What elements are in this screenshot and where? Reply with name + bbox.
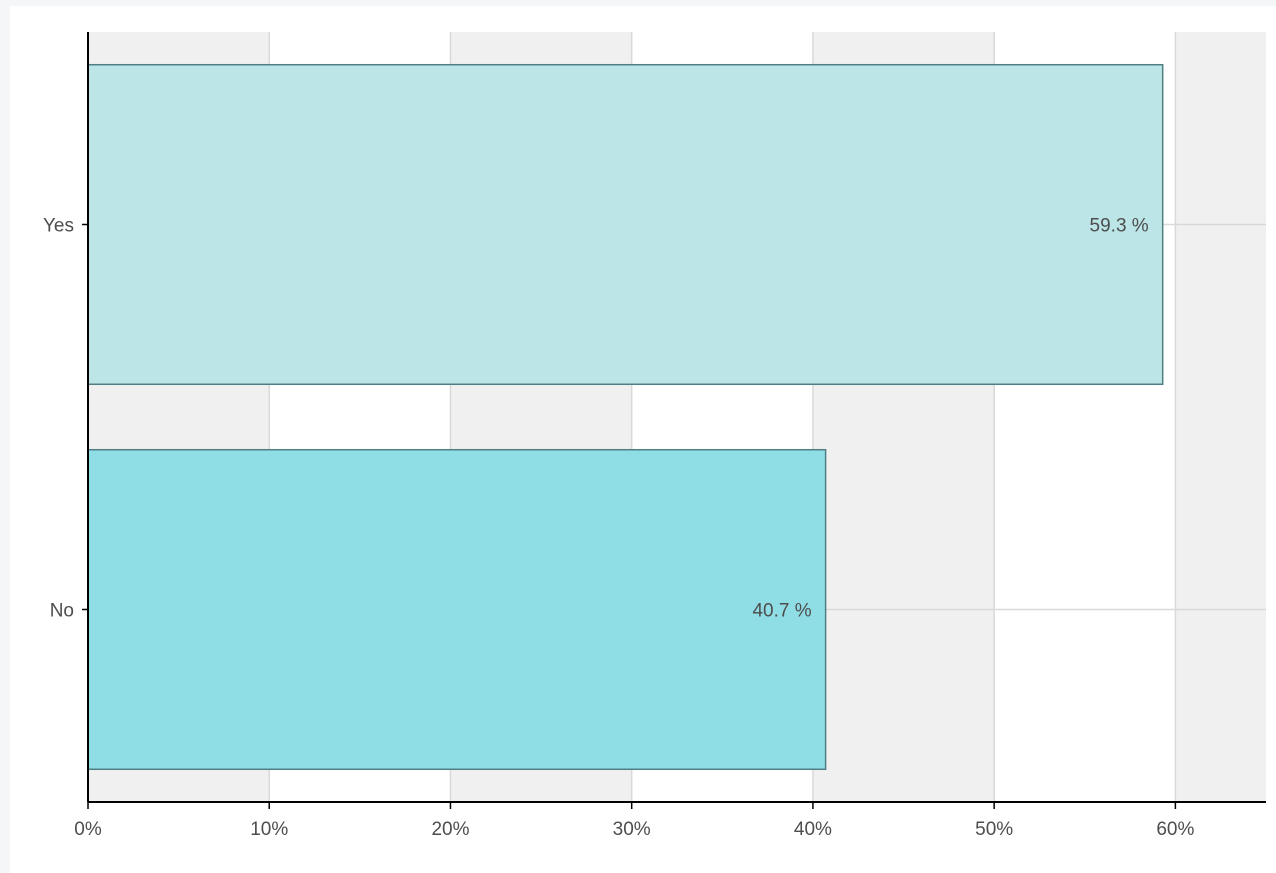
data-label-no: 40.7 % xyxy=(752,601,811,622)
axes xyxy=(82,32,1266,809)
x-tick-label: 50% xyxy=(975,819,1013,840)
bar-chart: 59.3 % Yes 40.7 % No 0% 10% 20% 30% 40% 50% 60% xyxy=(43,32,1266,841)
data-label-yes: 59.3 % xyxy=(1090,216,1149,237)
x-tick-label: 10% xyxy=(250,819,288,840)
x-tick-label: 0% xyxy=(74,819,102,840)
x-tick-label: 20% xyxy=(431,819,469,840)
labels: 59.3 % Yes 40.7 % No 0% 10% 20% 30% 40% 50% 60% xyxy=(43,216,1195,841)
chart-frame: 59.3 % Yes 40.7 % No 0% 10% 20% 30% 40% 50% 60% xyxy=(10,6,1276,873)
bars xyxy=(87,63,1164,771)
y-tick-label-no: No xyxy=(50,601,74,622)
x-tick-label: 40% xyxy=(794,819,832,840)
y-tick-label-yes: Yes xyxy=(43,216,74,237)
bar-yes xyxy=(87,63,1164,386)
grid-band xyxy=(1175,32,1266,802)
x-tick-label: 30% xyxy=(613,819,651,840)
x-tick-label: 60% xyxy=(1156,819,1194,840)
bar-no xyxy=(87,448,827,771)
